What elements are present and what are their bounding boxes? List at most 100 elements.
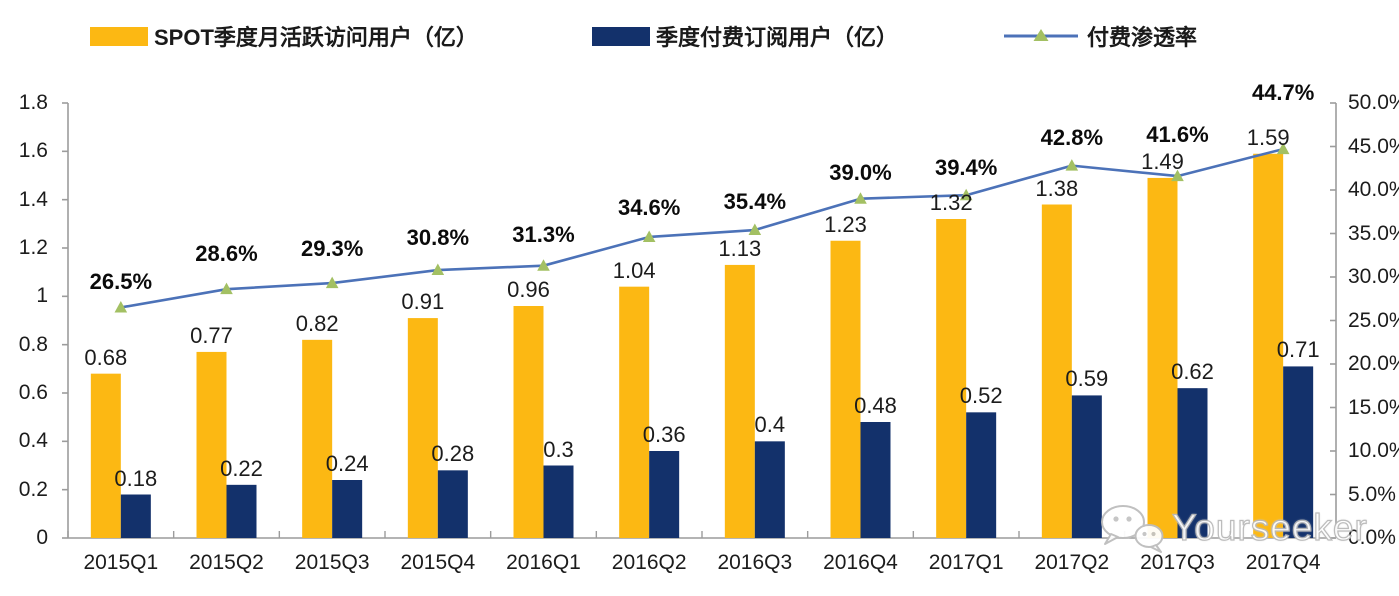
right-axis-tick-label: 50.0% (1348, 91, 1399, 114)
bar-label-subs-2016Q1: 0.3 (543, 436, 574, 462)
penetration-line (120, 147, 1284, 309)
bar-label-mau-2017Q2: 1.38 (1035, 175, 1079, 201)
bar-subs-2017Q3 (1177, 388, 1208, 538)
bar-mau-2017Q1 (936, 219, 967, 538)
bar-subs-2015Q3 (332, 480, 363, 538)
left-axis-tick-label: 1.8 (18, 91, 48, 114)
bar-mau-2016Q2 (619, 286, 650, 538)
penetration-marker-2015Q1 (114, 300, 128, 313)
x-axis-label-2016Q1: 2016Q1 (506, 551, 581, 574)
x-axis-label-2017Q2: 2017Q2 (1034, 551, 1110, 574)
x-axis-label-2017Q3: 2017Q3 (1140, 551, 1215, 574)
left-axis-tick-label: 0.4 (18, 429, 48, 453)
penetration-label-2016Q2: 34.6% (617, 194, 681, 220)
bar-label-mau-2016Q2: 1.04 (612, 257, 656, 283)
penetration-label-2015Q2: 28.6% (195, 241, 258, 267)
bar-label-subs-2017Q3: 0.62 (1171, 359, 1214, 385)
penetration-marker-2016Q4 (854, 192, 867, 204)
left-axis-tick-label: 1.4 (18, 187, 48, 211)
penetration-label-2016Q3: 35.4% (723, 189, 787, 215)
right-axis-tick-label: 35.0% (1348, 221, 1399, 245)
x-axis-label-2016Q3: 2016Q3 (717, 551, 793, 574)
bar-label-subs-2017Q4: 0.71 (1276, 337, 1320, 363)
penetration-label-2017Q1: 39.4% (934, 155, 998, 181)
legend-line-marker-icon (1004, 29, 1078, 41)
bar-label-subs-2015Q2: 0.22 (220, 455, 263, 481)
bar-subs-2016Q4 (860, 422, 891, 538)
bar-label-mau-2016Q1: 0.96 (507, 277, 550, 302)
legend-label-mau: SPOT季度月活跃访问用户（亿） (154, 25, 478, 50)
penetration-label-2015Q4: 30.8% (406, 225, 470, 251)
bar-label-mau-2016Q3: 1.13 (718, 235, 762, 261)
bar-label-mau-2017Q1: 1.32 (929, 190, 973, 215)
left-axis-tick-label: 0.8 (18, 332, 48, 356)
bar-label-mau-2016Q4: 1.23 (824, 211, 867, 237)
bar-subs-2016Q3 (754, 441, 785, 538)
bar-label-mau-2017Q4: 1.59 (1246, 124, 1290, 150)
right-axis-tick-label: 0.0% (1348, 526, 1396, 549)
right-axis-tick-label: 30.0% (1348, 265, 1399, 288)
bar-label-subs-2015Q1: 0.18 (114, 465, 158, 491)
penetration-marker-2016Q1 (537, 259, 550, 271)
left-axis-tick-label: 1 (36, 284, 48, 308)
penetration-label-2016Q4: 39.0% (829, 159, 892, 185)
bar-mau-2016Q4 (830, 240, 861, 538)
bar-subs-2016Q2 (649, 451, 680, 538)
penetration-label-2017Q4: 44.7% (1251, 80, 1315, 106)
left-axis-tick-label: 0 (36, 526, 48, 549)
bar-mau-2016Q1 (513, 306, 544, 538)
legend: SPOT季度月活跃访问用户（亿） 季度付费订阅用户（亿） 付费渗透率 (0, 0, 1399, 60)
penetration-marker-2017Q1 (959, 188, 973, 201)
bar-label-subs-2017Q2: 0.59 (1065, 366, 1109, 392)
penetration-marker-2017Q4 (1276, 142, 1290, 155)
right-axis-tick-label: 45.0% (1348, 134, 1399, 158)
penetration-marker-2017Q2 (1065, 159, 1079, 171)
right-axis-tick-label: 15.0% (1348, 395, 1399, 419)
right-axis-tick-label: 5.0% (1348, 482, 1396, 506)
x-axis-label-2016Q4: 2016Q4 (823, 551, 898, 574)
penetration-label-2015Q1: 26.5% (89, 269, 153, 295)
bar-label-subs-2015Q4: 0.28 (431, 441, 475, 467)
bar-subs-2015Q2 (226, 484, 257, 538)
left-axis-tick-label: 0.6 (18, 381, 48, 404)
penetration-label-2017Q2: 42.8% (1040, 124, 1104, 150)
bar-mau-2015Q4 (407, 318, 438, 538)
bar-mau-2015Q1 (90, 373, 121, 538)
bar-subs-2015Q1 (120, 494, 151, 538)
x-axis-label-2017Q1: 2017Q1 (928, 551, 1004, 574)
bar-label-subs-2017Q1: 0.52 (959, 383, 1003, 409)
penetration-label-2017Q3: 41.6% (1146, 122, 1209, 148)
penetration-marker-2015Q2 (220, 282, 233, 295)
penetration-marker-2015Q4 (431, 263, 445, 276)
legend-item-penetration: 付费渗透率 (1003, 20, 1197, 52)
penetration-label-2015Q3: 29.3% (300, 236, 364, 262)
legend-label-penetration: 付费渗透率 (1087, 25, 1198, 50)
left-axis-tick-label: 1.2 (18, 236, 48, 259)
bar-subs-2017Q1 (966, 412, 997, 538)
bar-mau-2016Q3 (724, 264, 755, 538)
penetration-marker-2015Q3 (325, 276, 339, 289)
bar-mau-2017Q4 (1253, 153, 1284, 538)
legend-swatch-mau (90, 26, 148, 46)
bar-label-mau-2015Q2: 0.77 (190, 322, 233, 348)
bar-label-mau-2015Q4: 0.91 (401, 289, 445, 315)
x-axis-label-2015Q3: 2015Q3 (294, 551, 370, 574)
bar-subs-2017Q2 (1071, 395, 1102, 538)
bar-label-subs-2015Q3: 0.24 (325, 451, 369, 476)
x-axis-label-2017Q4: 2017Q4 (1245, 551, 1321, 574)
x-axis-label-2016Q2: 2016Q2 (611, 551, 687, 574)
legend-swatch-subscribers (592, 26, 650, 46)
right-axis-tick-label: 40.0% (1348, 178, 1399, 201)
penetration-label-2016Q1: 31.3% (512, 221, 575, 247)
bar-label-subs-2016Q3: 0.4 (754, 412, 786, 438)
bar-mau-2017Q3 (1147, 177, 1178, 538)
penetration-marker-2016Q3 (748, 223, 762, 236)
right-axis-tick-label: 10.0% (1348, 439, 1399, 462)
legend-label-subscribers: 季度付费订阅用户（亿） (656, 25, 899, 50)
x-axis-label-2015Q4: 2015Q4 (400, 551, 476, 574)
x-axis-label-2015Q1: 2015Q1 (83, 551, 159, 574)
right-axis-tick-label: 25.0% (1348, 308, 1399, 332)
legend-item-subscribers: 季度付费订阅用户（亿） (592, 20, 898, 52)
left-axis-tick-label: 1.6 (18, 139, 48, 163)
